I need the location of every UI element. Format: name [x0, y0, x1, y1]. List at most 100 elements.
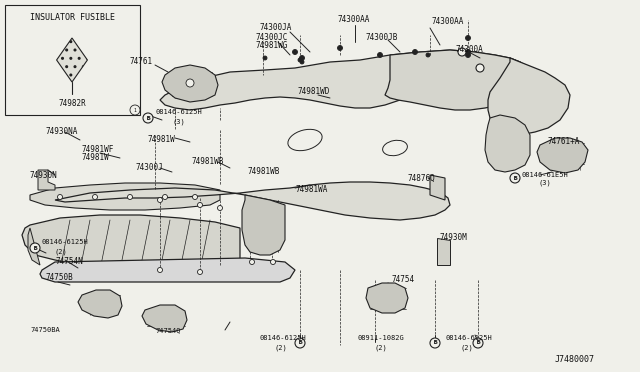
Text: (2): (2): [460, 345, 473, 351]
Text: 74981WF: 74981WF: [82, 145, 115, 154]
Polygon shape: [162, 65, 218, 102]
Text: 74761+A: 74761+A: [548, 138, 580, 147]
Polygon shape: [366, 283, 408, 313]
Circle shape: [426, 53, 430, 57]
Text: 74930M: 74930M: [440, 234, 468, 243]
Text: (3): (3): [172, 119, 185, 125]
Text: B: B: [433, 340, 437, 346]
Polygon shape: [160, 50, 535, 110]
Text: 74982R: 74982R: [58, 99, 86, 109]
Text: B: B: [477, 340, 479, 346]
Ellipse shape: [288, 129, 322, 151]
Circle shape: [157, 267, 163, 273]
Text: B: B: [33, 246, 37, 250]
Text: 74981W: 74981W: [82, 154, 109, 163]
Text: 74300AA: 74300AA: [338, 16, 371, 25]
Circle shape: [298, 58, 302, 62]
Text: 74300J: 74300J: [135, 164, 163, 173]
Text: 74754N: 74754N: [55, 257, 83, 266]
Circle shape: [413, 49, 417, 55]
Text: B: B: [513, 176, 517, 180]
Text: 74300JB: 74300JB: [365, 32, 397, 42]
Circle shape: [300, 60, 304, 64]
Polygon shape: [437, 238, 450, 265]
Text: B: B: [299, 340, 301, 346]
Circle shape: [250, 260, 255, 264]
Text: 74754Q: 74754Q: [155, 327, 180, 333]
Text: 74981WB: 74981WB: [192, 157, 225, 167]
Text: 74981WB: 74981WB: [248, 167, 280, 176]
Circle shape: [30, 243, 40, 253]
Circle shape: [473, 338, 483, 348]
Circle shape: [218, 205, 223, 211]
Text: 74981WA: 74981WA: [295, 186, 328, 195]
Text: 74300A: 74300A: [455, 45, 483, 55]
Text: 74300JC: 74300JC: [255, 33, 287, 42]
Circle shape: [58, 195, 63, 199]
Polygon shape: [30, 183, 220, 210]
Text: B: B: [513, 176, 516, 180]
Polygon shape: [485, 115, 530, 172]
Circle shape: [271, 260, 275, 264]
Text: 74981W: 74981W: [148, 135, 176, 144]
Text: 74876Q: 74876Q: [408, 173, 436, 183]
Polygon shape: [242, 195, 285, 255]
Circle shape: [465, 35, 470, 41]
Polygon shape: [488, 58, 570, 135]
Text: 74300JA: 74300JA: [260, 23, 292, 32]
Circle shape: [193, 195, 198, 199]
Circle shape: [143, 113, 153, 123]
Circle shape: [378, 52, 383, 58]
Ellipse shape: [383, 140, 408, 156]
Text: B: B: [33, 246, 36, 250]
Text: B: B: [298, 340, 302, 346]
Text: 74981WG: 74981WG: [255, 42, 287, 51]
Polygon shape: [430, 175, 445, 200]
Text: 74300AA: 74300AA: [432, 17, 465, 26]
Circle shape: [300, 55, 305, 61]
Polygon shape: [28, 228, 40, 265]
Circle shape: [186, 79, 194, 87]
Circle shape: [163, 195, 168, 199]
Circle shape: [127, 195, 132, 199]
Text: (2): (2): [375, 345, 388, 351]
Circle shape: [458, 48, 466, 56]
Text: B: B: [147, 115, 149, 121]
Text: 08146-6125H: 08146-6125H: [260, 335, 307, 341]
Text: B: B: [433, 340, 436, 346]
Circle shape: [465, 49, 470, 55]
Polygon shape: [537, 138, 588, 173]
Polygon shape: [385, 50, 530, 110]
Text: 08146-6125H: 08146-6125H: [445, 335, 492, 341]
Text: 74930N: 74930N: [30, 170, 58, 180]
Text: 08911-1082G: 08911-1082G: [358, 335, 404, 341]
Text: 08146-6125H: 08146-6125H: [42, 239, 89, 245]
Polygon shape: [78, 290, 122, 318]
Circle shape: [465, 52, 470, 58]
Text: (2): (2): [275, 345, 288, 351]
Text: B: B: [476, 340, 480, 346]
Text: 1: 1: [134, 108, 136, 112]
Circle shape: [476, 64, 484, 72]
Text: (3): (3): [538, 180, 551, 186]
Text: J7480007: J7480007: [555, 356, 595, 365]
Polygon shape: [5, 5, 140, 115]
Text: 74750B: 74750B: [45, 273, 73, 282]
Circle shape: [93, 195, 97, 199]
Circle shape: [430, 338, 440, 348]
Text: 74981WD: 74981WD: [298, 87, 330, 96]
Circle shape: [263, 56, 267, 60]
Text: 08146-61E5H: 08146-61E5H: [522, 172, 569, 178]
Polygon shape: [22, 215, 240, 275]
Circle shape: [292, 49, 298, 55]
Text: 74754: 74754: [392, 276, 415, 285]
Text: B: B: [146, 115, 150, 121]
Circle shape: [130, 105, 140, 115]
Polygon shape: [142, 305, 187, 332]
Text: (2): (2): [55, 249, 68, 255]
Circle shape: [157, 198, 163, 202]
Polygon shape: [38, 170, 55, 190]
Circle shape: [198, 269, 202, 275]
Polygon shape: [55, 182, 450, 220]
Text: 74750BA: 74750BA: [30, 327, 60, 333]
